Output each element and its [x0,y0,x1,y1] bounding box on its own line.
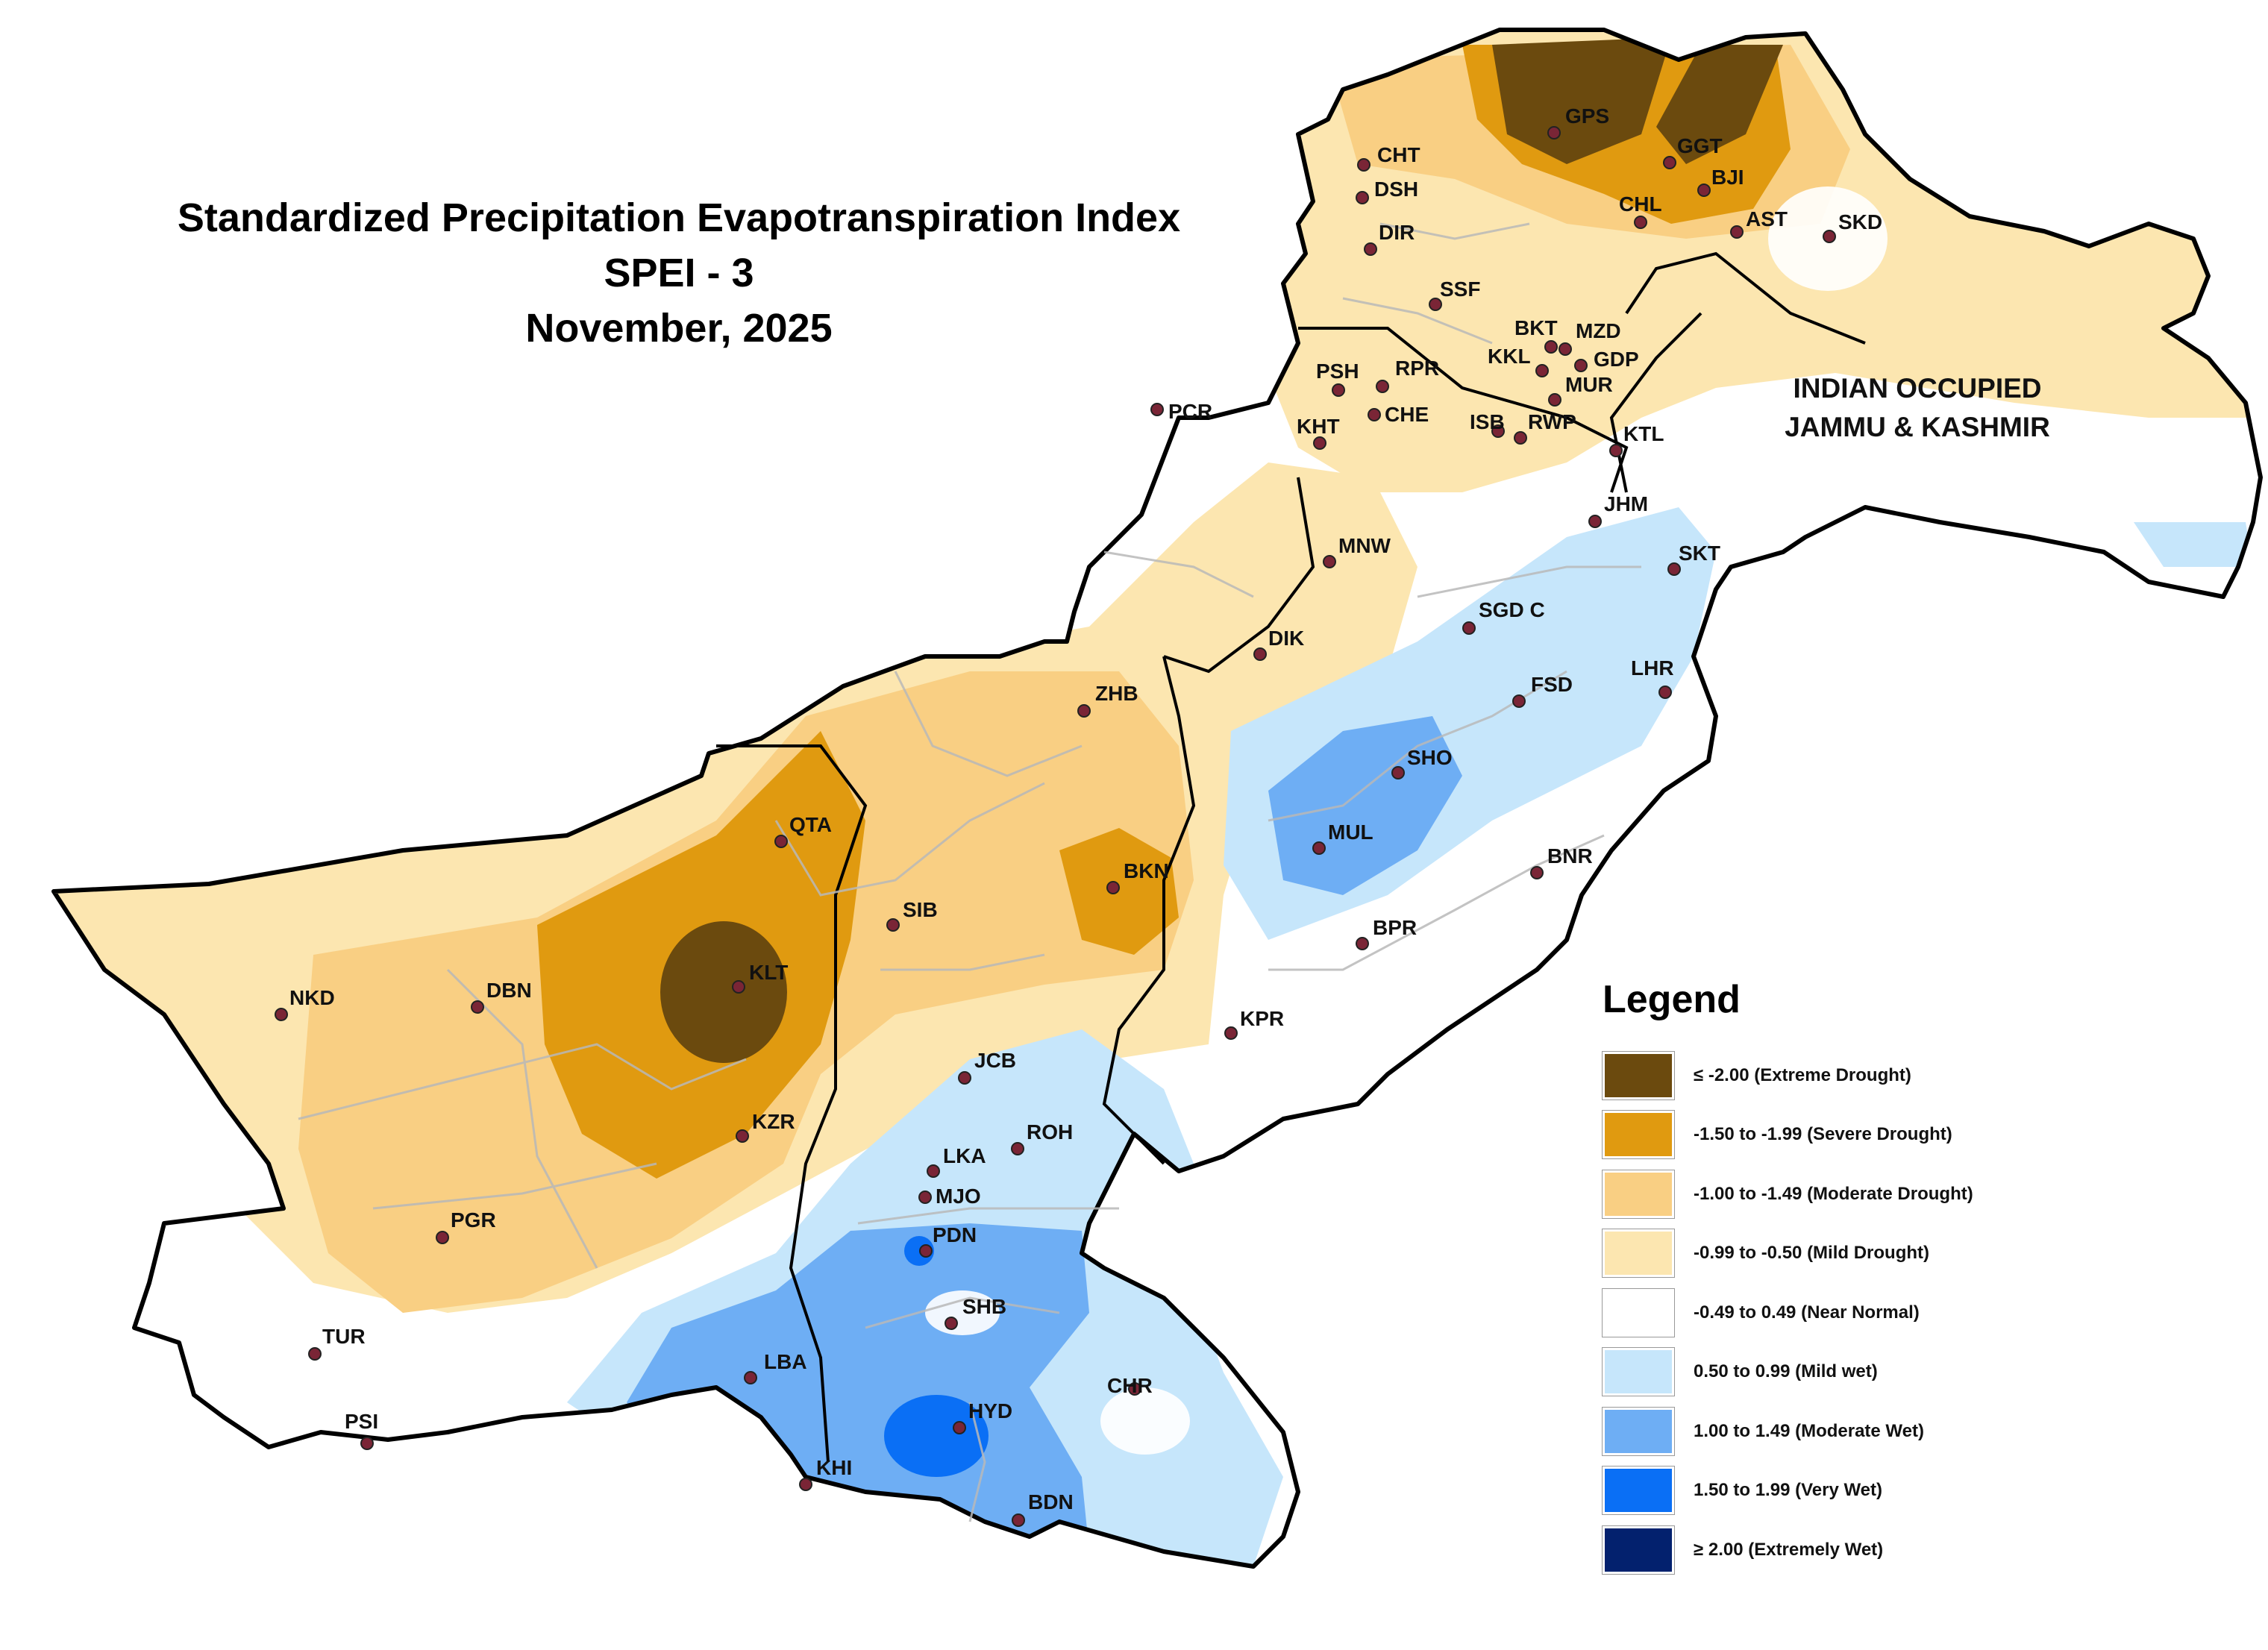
station-label: GGT [1677,134,1723,157]
station-label: MZD [1576,319,1621,342]
station-label: DSH [1374,178,1419,201]
legend-title: Legend [1603,978,1741,1021]
station-label: MNW [1338,534,1391,557]
station-label: JHM [1604,492,1649,515]
station-label: JCB [974,1049,1017,1072]
legend-item: -0.49 to 0.49 (Near Normal) [1603,1283,2080,1343]
station-label: SHO [1407,746,1453,769]
legend-item: ≥ 2.00 (Extremely Wet) [1603,1520,2080,1580]
legend-swatch [1603,1407,1674,1455]
station-label: PGR [451,1208,496,1232]
station-label: KZR [752,1110,795,1133]
station-label: NKD [289,986,335,1009]
legend-label: -0.99 to -0.50 (Mild Drought) [1694,1243,1930,1264]
station-label: PSH [1316,360,1359,383]
station-label: SSF [1440,277,1481,301]
legend-swatch [1603,1467,1674,1515]
station-label: SKT [1679,542,1720,565]
station-label: MJO [936,1185,981,1208]
legend-label: 0.50 to 0.99 (Mild wet) [1694,1361,1878,1382]
legend-item: ≤ -2.00 (Extreme Drought) [1603,1046,2080,1105]
station-label: QTA [789,813,833,836]
legend-label: -1.00 to -1.49 (Moderate Drought) [1694,1183,1973,1204]
legend-label: -0.49 to 0.49 (Near Normal) [1694,1302,1920,1323]
station-label: GPS [1565,104,1610,128]
station-label: KHT [1297,415,1340,438]
station-label: RWP [1528,410,1576,433]
station-label: SKD [1838,210,1883,233]
station-label: LHR [1631,656,1674,680]
station-label: LKA [943,1144,986,1167]
legend: Legend ≤ -2.00 (Extreme Drought) -1.50 t… [1603,977,2080,1580]
legend-item: 1.00 to 1.49 (Moderate Wet) [1603,1402,2080,1461]
legend-label: -1.50 to -1.99 (Severe Drought) [1694,1124,1952,1145]
station-label: CHR [1107,1374,1153,1397]
legend-swatch [1603,1229,1674,1278]
station-label: ISB [1470,410,1505,433]
station-label: CHL [1619,192,1662,216]
title-line-2: SPEI - 3 [604,251,754,295]
legend-swatch [1603,1170,1674,1218]
legend-swatch [1603,1525,1674,1574]
station-label: BKT [1514,316,1558,339]
legend-item: 0.50 to 0.99 (Mild wet) [1603,1343,2080,1402]
station-label: SGD C [1479,598,1545,621]
title-line-3: November, 2025 [525,306,833,351]
region-label: INDIAN OCCUPIED JAMMU & KASHMIR [1694,369,2141,447]
legend-item: -0.99 to -0.50 (Mild Drought) [1603,1224,2080,1284]
station-label: CHT [1377,143,1420,166]
legend-label: 1.00 to 1.49 (Moderate Wet) [1694,1420,1924,1441]
station-label: GDP [1594,348,1639,371]
region-label-line-1: INDIAN OCCUPIED [1793,373,2042,404]
station-label: CHE [1385,403,1429,426]
station-label: BJI [1711,166,1744,189]
map-title: Standardized Precipitation Evapotranspir… [45,190,1313,356]
legend-swatch [1603,1348,1674,1396]
legend-label: 1.50 to 1.99 (Very Wet) [1694,1480,1883,1501]
station-label: RPR [1395,357,1440,380]
legend-item: 1.50 to 1.99 (Very Wet) [1603,1461,2080,1521]
station-label: KHI [816,1456,853,1479]
station-label: LBA [764,1350,807,1373]
station-label: MUR [1565,373,1613,396]
station-label: DIK [1268,627,1305,650]
station-label: BPR [1373,916,1418,939]
station-label: BNR [1547,844,1593,868]
station-label: BKN [1124,859,1169,882]
station-label: SIB [903,898,938,921]
station-label: PDN [933,1223,977,1246]
legend-label: ≥ 2.00 (Extremely Wet) [1694,1539,1884,1560]
legend-label: ≤ -2.00 (Extreme Drought) [1694,1064,1911,1085]
station-label: SHB [962,1295,1007,1318]
station-label: FSD [1531,673,1573,696]
station-label: KPR [1240,1007,1285,1030]
legend-swatch [1603,1288,1674,1337]
station-label: BDN [1028,1490,1074,1513]
legend-item: -1.50 to -1.99 (Severe Drought) [1603,1105,2080,1165]
legend-swatch [1603,1111,1674,1159]
station-label: DBN [486,979,532,1002]
station-label: ZHB [1095,682,1138,705]
station-label: MUL [1328,821,1373,844]
station-label: PCR [1168,400,1213,423]
station-label: ROH [1027,1120,1074,1144]
station-label: KKL [1488,345,1531,368]
station-label: KLT [749,961,789,984]
legend-item: -1.00 to -1.49 (Moderate Drought) [1603,1164,2080,1224]
station-label: PSI [345,1410,379,1433]
station-label: AST [1746,207,1788,230]
station-label: HYD [968,1399,1013,1422]
legend-swatch [1603,1051,1674,1100]
station-label: TUR [322,1325,366,1348]
region-label-line-2: JAMMU & KASHMIR [1785,412,2050,442]
station-label: DIR [1379,221,1415,244]
station-label: KTL [1623,422,1664,445]
title-line-1: Standardized Precipitation Evapotranspir… [177,195,1181,240]
